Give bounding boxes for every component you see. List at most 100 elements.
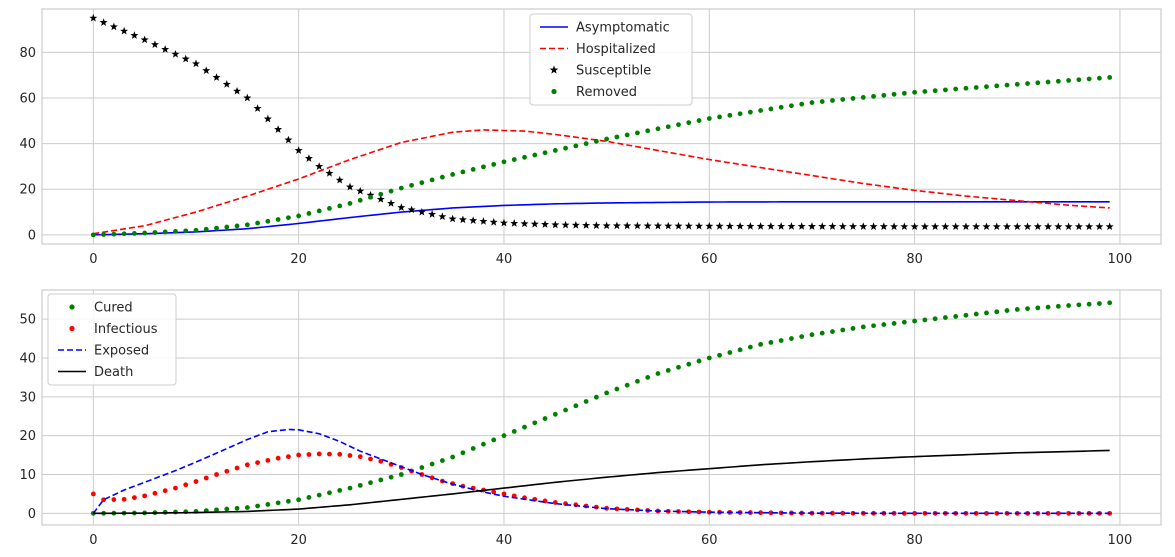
data-point: [860, 95, 866, 100]
data-point: [614, 386, 620, 392]
data-point: [398, 472, 404, 477]
x-tick-label: 100: [1108, 533, 1133, 548]
data-point: [799, 101, 805, 107]
data-point: [931, 222, 940, 231]
data-point: [552, 148, 558, 153]
x-tick-label: 60: [701, 252, 718, 267]
y-tick-label: 30: [19, 390, 36, 405]
data-point: [1066, 303, 1072, 308]
data-point: [192, 59, 200, 68]
data-point: [943, 315, 948, 320]
data-point: [479, 217, 488, 225]
data-point: [984, 510, 989, 516]
data-point: [366, 190, 375, 199]
data-point: [152, 490, 158, 496]
data-point: [850, 96, 856, 101]
data-point: [819, 330, 825, 336]
data-point: [470, 166, 476, 172]
data-point: [316, 451, 322, 457]
data-point: [419, 465, 425, 470]
data-point: [583, 141, 589, 147]
data-point: [224, 506, 230, 512]
data-point: [901, 510, 907, 516]
data-point: [1035, 305, 1041, 311]
data-point: [140, 35, 149, 44]
data-point: [612, 221, 621, 230]
data-point: [357, 454, 363, 460]
data-point: [274, 125, 283, 133]
x-tick-label: 80: [906, 252, 923, 267]
legend-label: Death: [94, 365, 133, 380]
legend-handle: [69, 304, 75, 310]
data-point: [758, 108, 764, 113]
chart-panel-1: 0 20 40 60 80 100 0 20 40 60 80 Asymptomatic Hospita…: [19, 8, 1162, 267]
legend-item: Susceptible: [549, 64, 651, 79]
data-point: [1097, 301, 1102, 306]
data-point: [1035, 80, 1041, 86]
y-tick-label: 0: [28, 507, 36, 522]
data-point: [183, 482, 189, 488]
data-point: [571, 221, 580, 229]
data-point: [777, 222, 786, 230]
data-point: [1023, 222, 1032, 231]
data-point: [347, 485, 353, 491]
data-point: [388, 474, 394, 480]
data-point: [696, 358, 702, 364]
data-point: [705, 222, 714, 230]
data-point: [768, 106, 774, 112]
data-point: [984, 84, 989, 90]
data-point: [1055, 78, 1061, 84]
legend-item: Exposed: [58, 344, 149, 359]
plot-area: [90, 300, 1113, 516]
data-point: [542, 416, 548, 421]
data-point: [407, 205, 416, 214]
data-point: [871, 323, 876, 329]
data-point: [891, 321, 897, 326]
y-tick-label: 80: [19, 46, 36, 61]
series-hospitalized: [93, 129, 1110, 235]
data-point: [932, 316, 938, 322]
data-point: [674, 221, 683, 230]
data-point: [799, 334, 805, 340]
data-point: [635, 378, 640, 384]
data-point: [1066, 510, 1072, 516]
data-point: [460, 450, 466, 456]
data-point: [1064, 222, 1073, 231]
data-point: [224, 224, 230, 230]
data-point: [664, 221, 673, 230]
legend-item: Hospitalized: [540, 42, 656, 57]
data-point: [941, 222, 950, 231]
data-point: [501, 491, 507, 497]
series-line: [93, 129, 1110, 235]
data-point: [357, 197, 363, 203]
data-point: [409, 182, 414, 188]
data-point: [368, 456, 373, 462]
data-point: [727, 112, 733, 118]
data-point: [912, 318, 918, 324]
data-point: [265, 502, 271, 507]
data-point: [337, 203, 343, 209]
data-point: [255, 220, 260, 226]
data-point: [162, 229, 168, 235]
data-point: [614, 506, 620, 512]
data-point: [635, 130, 640, 136]
data-point: [838, 222, 847, 230]
data-point: [458, 215, 467, 224]
data-point: [706, 116, 712, 121]
data-point: [316, 492, 322, 498]
data-point: [879, 222, 888, 230]
y-tick-label: 20: [19, 429, 36, 444]
data-point: [1014, 81, 1020, 87]
data-point: [356, 186, 365, 195]
series-line: [93, 200, 1110, 236]
series-cured: [90, 300, 1113, 516]
data-point: [737, 111, 743, 117]
series-death: [93, 449, 1110, 515]
data-point: [871, 93, 876, 99]
series-infectious: [90, 451, 1113, 516]
data-point: [417, 207, 426, 216]
data-point: [973, 510, 979, 516]
data-point: [520, 219, 529, 228]
data-point: [994, 83, 1000, 89]
data-point: [491, 437, 497, 443]
